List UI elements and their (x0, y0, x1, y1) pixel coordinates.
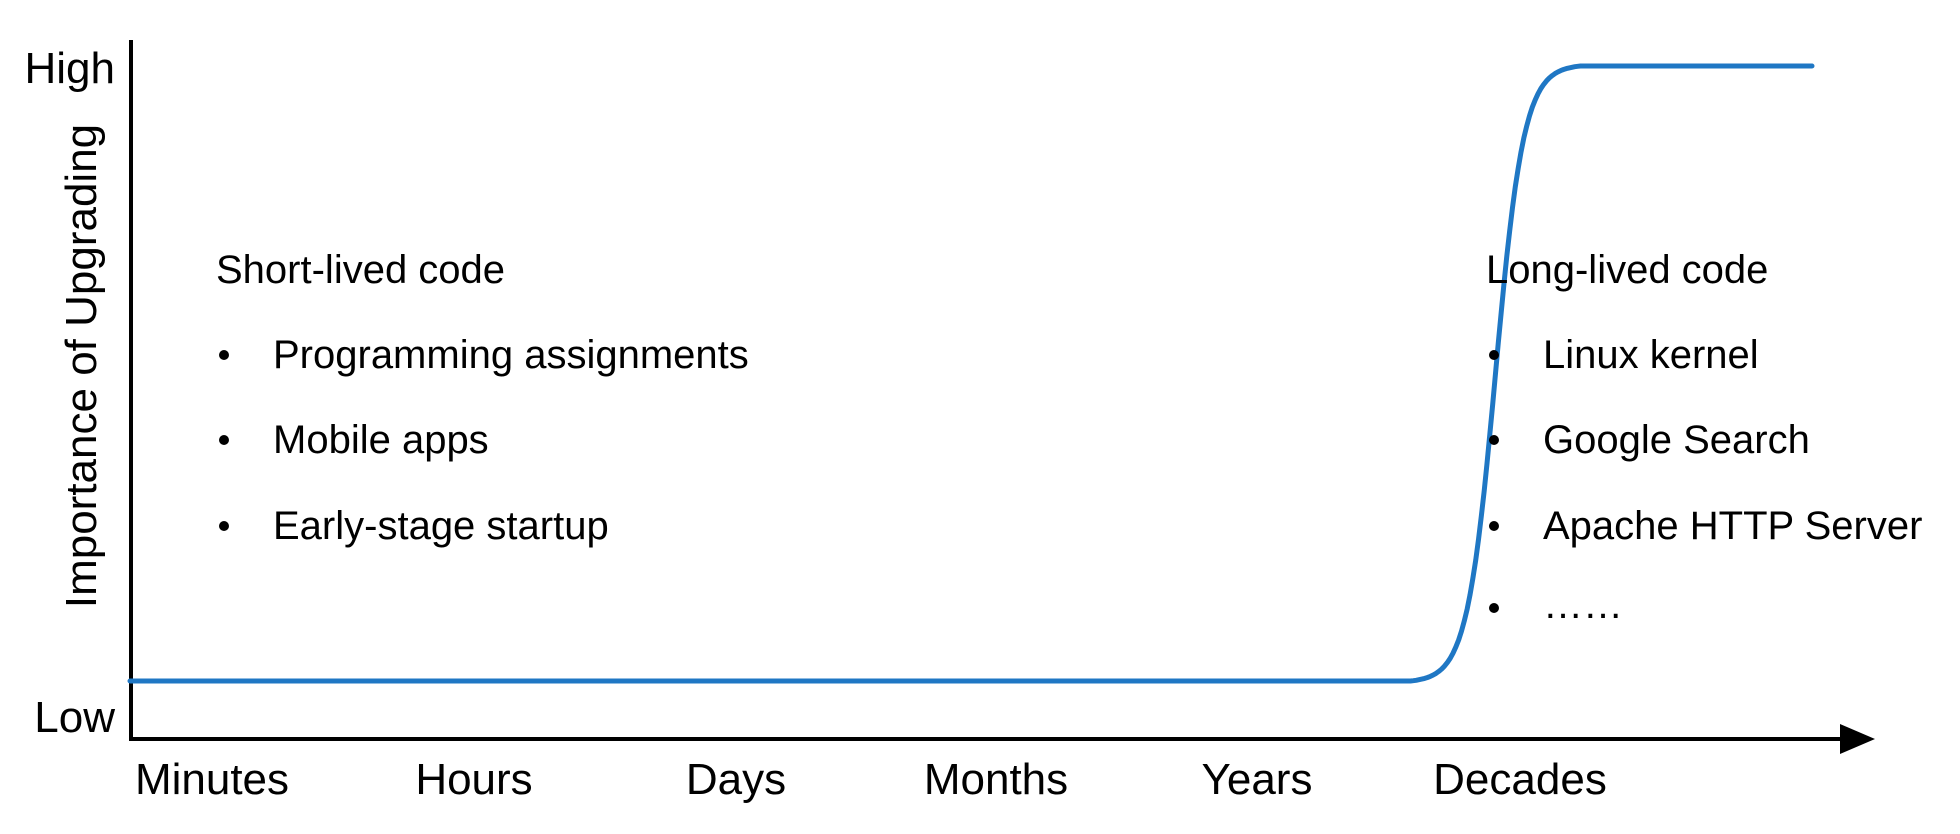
x-tick-label-minutes: Minutes (135, 755, 289, 804)
y-tick-label-high: High (25, 44, 116, 93)
annotation-bullet (1489, 350, 1499, 360)
annotation-item: Programming assignments (273, 333, 749, 377)
y-axis-title: Importance of Upgrading (57, 124, 106, 608)
annotation-heading-long-lived: Long-lived code (1486, 248, 1768, 292)
annotation-item: Apache HTTP Server (1543, 504, 1922, 548)
annotation-item: Google Search (1543, 418, 1810, 462)
annotation-heading-short-lived: Short-lived code (216, 248, 505, 292)
series-line-upgrade-importance (127, 63, 1815, 684)
annotation-bullet (1489, 435, 1499, 445)
x-tick-label-months: Months (924, 755, 1068, 804)
annotation-bullet (1489, 603, 1499, 613)
annotation-bullet (219, 521, 229, 531)
y-tick-label-low: Low (34, 693, 115, 742)
annotation-bullet (219, 350, 229, 360)
x-tick-label-years: Years (1202, 755, 1313, 804)
annotation-item: Mobile apps (273, 418, 489, 462)
annotation-bullet (219, 435, 229, 445)
x-tick-label-days: Days (686, 755, 786, 804)
annotation-item: …… (1543, 583, 1623, 627)
x-axis-arrow (1840, 724, 1875, 754)
x-tick-label-decades: Decades (1433, 755, 1607, 804)
annotation-bullet (1489, 521, 1499, 531)
x-tick-label-hours: Hours (415, 755, 532, 804)
annotation-item: Linux kernel (1543, 333, 1759, 377)
annotation-item: Early-stage startup (273, 504, 609, 548)
